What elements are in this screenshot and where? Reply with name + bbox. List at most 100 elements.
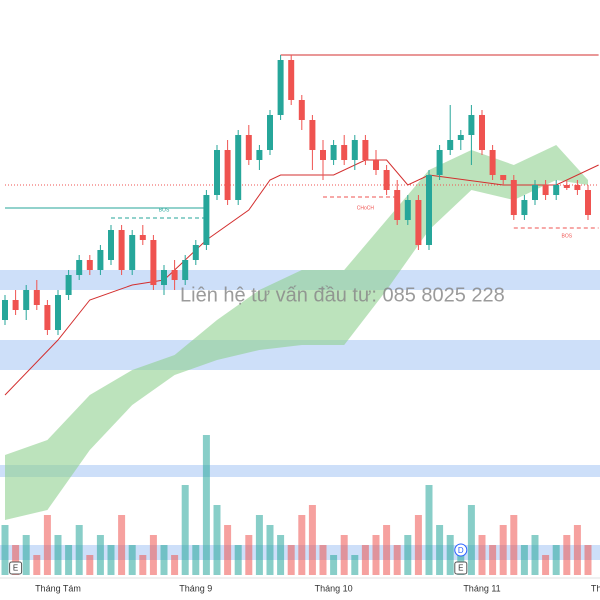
candle-body	[341, 145, 348, 160]
volume-bar	[12, 545, 20, 575]
volume-bar	[330, 555, 338, 575]
watermark: Liên hệ tư vấn đầu tư: 085 8025 228	[180, 284, 505, 306]
marker-text: E	[458, 564, 463, 573]
volume-bar	[149, 535, 157, 575]
volume-bar	[86, 555, 94, 575]
candle-body	[235, 135, 242, 200]
candle-body	[224, 150, 231, 200]
volume-bar	[573, 525, 581, 575]
volume-bar	[478, 535, 486, 575]
candle-body	[373, 160, 379, 170]
volume-bar	[520, 545, 528, 575]
volume-bar	[340, 535, 348, 575]
candle-body	[129, 235, 136, 270]
volume-bar	[277, 535, 285, 575]
volume-bar	[245, 535, 253, 575]
volume-bar	[361, 545, 369, 575]
volume-bar	[65, 545, 73, 575]
volume-bar	[414, 515, 422, 575]
volume-bar	[33, 555, 41, 575]
marker-text: E	[13, 564, 18, 573]
candle-body	[267, 115, 273, 150]
candle-body	[108, 230, 114, 260]
candle-body	[447, 140, 454, 150]
volume-bar	[542, 555, 550, 575]
volume-bar	[96, 535, 104, 575]
marker-badge	[454, 561, 468, 575]
candle-body	[44, 305, 51, 330]
candle-body	[532, 185, 538, 200]
candle-body	[277, 60, 284, 115]
candle-body	[256, 150, 263, 160]
volume-bar	[54, 535, 62, 575]
marker-badge	[9, 561, 23, 575]
candle-body	[245, 135, 252, 160]
ichimoku-cloud	[5, 145, 588, 520]
candle-body	[553, 185, 560, 195]
volume-bar	[467, 505, 475, 575]
volume-bar	[531, 535, 539, 575]
volume-bar	[457, 545, 465, 575]
x-tick-label: Tháng 10	[315, 583, 353, 593]
candle-body	[415, 200, 422, 245]
candle-body	[12, 300, 19, 310]
candle-body	[351, 140, 358, 160]
volume-bar	[234, 545, 242, 575]
volume-bar	[287, 545, 295, 575]
volume-bar	[425, 485, 433, 575]
x-tick-label: Tháng 9	[179, 583, 212, 593]
volume-bar	[404, 535, 412, 575]
volume-bar	[160, 545, 168, 575]
volume-bar	[202, 435, 210, 575]
candle-body	[309, 120, 316, 150]
volume-bar	[510, 515, 518, 575]
candle-body	[2, 300, 8, 320]
volume-bar	[584, 545, 592, 575]
volume-bar	[213, 505, 221, 575]
volume-bar	[436, 525, 444, 575]
candle-body	[33, 290, 40, 305]
candle-body	[489, 150, 496, 175]
volume-bar	[107, 545, 115, 575]
candle-body	[574, 185, 581, 190]
volume-bar	[308, 505, 316, 575]
candle-body	[500, 175, 507, 180]
candle-body	[330, 145, 337, 160]
volume-bar	[563, 535, 571, 575]
candle-body	[585, 190, 591, 215]
volume-bar	[224, 525, 232, 575]
candle-body	[139, 235, 146, 240]
volume-bar	[75, 525, 83, 575]
marker-badge	[454, 543, 468, 557]
candle-body	[214, 150, 220, 195]
candle-body	[150, 240, 157, 285]
candle-body	[118, 230, 125, 270]
zone	[0, 465, 600, 477]
candle-body	[479, 115, 485, 150]
volume-bar	[393, 545, 401, 575]
candle-body	[510, 180, 517, 215]
volume-bar	[171, 555, 179, 575]
volume-bar	[489, 545, 497, 575]
candle-body	[97, 250, 104, 270]
volume-bar	[383, 525, 391, 575]
candle-body	[426, 175, 432, 245]
volume-bar	[266, 525, 274, 575]
x-tick-label: Tháng 11	[463, 583, 500, 593]
candle-body	[320, 150, 326, 160]
candle-body	[436, 150, 443, 175]
candle-body	[161, 270, 167, 285]
candle-body	[23, 290, 30, 310]
volume-bar	[446, 535, 454, 575]
candle-body	[55, 295, 61, 330]
volume-bar	[298, 515, 306, 575]
x-tick-label: Tháng Tám	[35, 583, 81, 593]
candle-body	[542, 185, 549, 195]
candle-body	[192, 245, 199, 260]
annotation: BOS	[562, 233, 573, 239]
volume-bar	[319, 545, 327, 575]
volume-bar	[192, 545, 200, 575]
volume-bar	[43, 515, 51, 575]
candle-body	[362, 140, 369, 160]
